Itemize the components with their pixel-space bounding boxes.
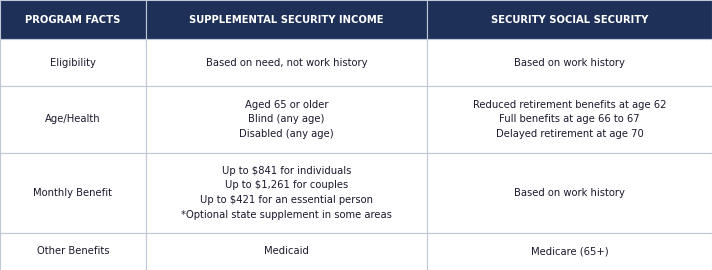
Bar [427, 233, 712, 270]
Text: Reduced retirement benefits at age 62
Full benefits at age 66 to 67
Delayed reti: Reduced retirement benefits at age 62 Fu… [473, 100, 666, 139]
Text: PROGRAM FACTS: PROGRAM FACTS [26, 15, 120, 25]
Text: Aged 65 or older
Blind (any age)
Disabled (any age): Aged 65 or older Blind (any age) Disable… [239, 100, 334, 139]
Bar [427, 0, 712, 39]
Bar [146, 86, 427, 153]
Text: Based on need, not work history: Based on need, not work history [206, 58, 367, 68]
Bar [146, 0, 427, 39]
Text: Age/Health: Age/Health [45, 114, 101, 124]
Text: Based on work history: Based on work history [514, 188, 625, 198]
Bar [0, 39, 146, 86]
Bar [146, 233, 427, 270]
Text: Monthly Benefit: Monthly Benefit [33, 188, 112, 198]
Text: SUPPLEMENTAL SECURITY INCOME: SUPPLEMENTAL SECURITY INCOME [189, 15, 384, 25]
Bar [146, 39, 427, 86]
Bar [427, 39, 712, 86]
Bar [427, 86, 712, 153]
Text: Up to $841 for individuals
Up to $1,261 for couples
Up to $421 for an essential : Up to $841 for individuals Up to $1,261 … [181, 166, 392, 220]
Bar [0, 153, 146, 233]
Bar [0, 86, 146, 153]
Bar [0, 0, 146, 39]
Text: Other Benefits: Other Benefits [37, 247, 109, 256]
Text: Medicare (65+): Medicare (65+) [530, 247, 609, 256]
Text: Eligibility: Eligibility [50, 58, 96, 68]
Bar [427, 153, 712, 233]
Bar [146, 153, 427, 233]
Bar [0, 233, 146, 270]
Text: Based on work history: Based on work history [514, 58, 625, 68]
Text: SECURITY SOCIAL SECURITY: SECURITY SOCIAL SECURITY [491, 15, 649, 25]
Text: Medicaid: Medicaid [264, 247, 309, 256]
